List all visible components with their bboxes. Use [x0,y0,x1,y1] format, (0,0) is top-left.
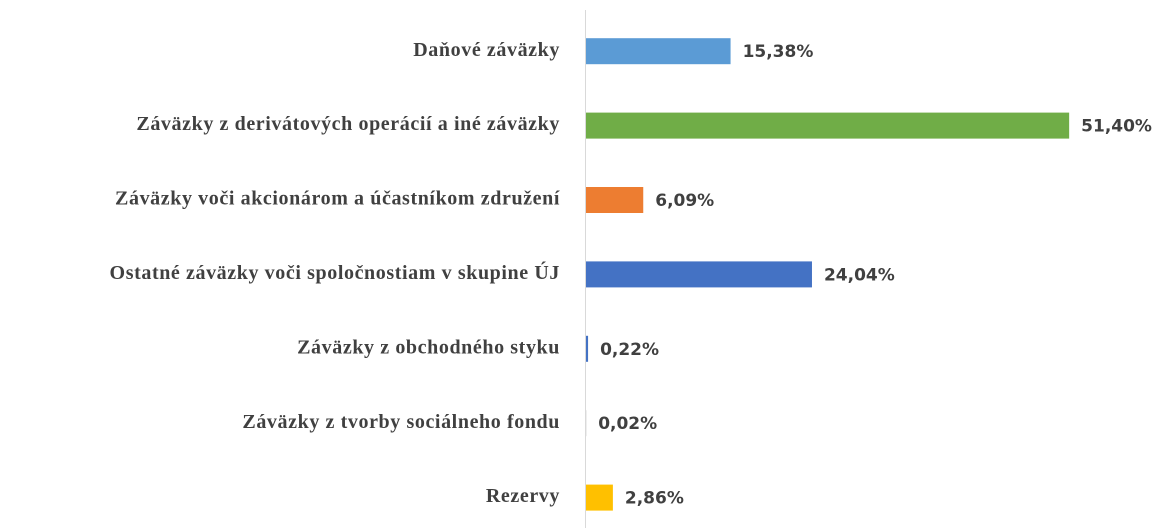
bar [586,187,644,213]
category-label: Záväzky z obchodného styku [297,336,560,358]
category-label: Daňové záväzky [413,39,560,61]
value-label: 0,02% [598,414,657,434]
bar [586,112,1070,139]
bar [586,484,613,511]
bar [586,261,812,288]
value-label: 6,09% [655,191,714,211]
value-label: 2,86% [625,489,684,509]
bar [586,335,589,362]
value-label: 24,04% [824,265,895,285]
category-label: Záväzky z tvorby sociálneho fondu [242,411,560,433]
category-label: Ostatné záväzky voči spoločnostiam v sku… [110,260,560,284]
category-label: Záväzky voči akcionárom a účastníkom zdr… [115,188,560,210]
value-label: 51,40% [1081,117,1152,137]
value-label: 0,22% [600,340,659,360]
category-label: Rezervy [486,485,560,507]
category-label: Záväzky z derivátových operácií a iné zá… [136,113,560,135]
bar [586,38,731,65]
value-label: 15,38% [743,42,814,62]
